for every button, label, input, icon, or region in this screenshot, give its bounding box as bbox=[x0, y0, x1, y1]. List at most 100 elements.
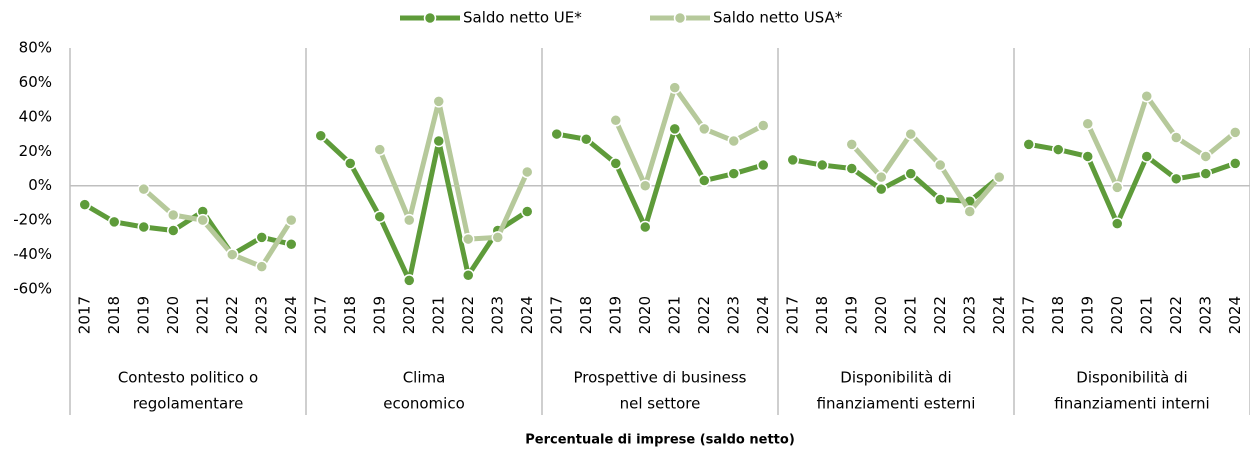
x-tick-label: 2022 bbox=[1167, 296, 1185, 334]
marker bbox=[1229, 126, 1242, 139]
marker bbox=[1199, 150, 1212, 163]
marker bbox=[580, 132, 593, 146]
x-tick-label: 2022 bbox=[931, 296, 949, 334]
x-tick-label: 2021 bbox=[193, 296, 211, 334]
marker bbox=[314, 129, 327, 143]
y-tick-label: -40% bbox=[13, 245, 52, 263]
marker bbox=[845, 138, 858, 151]
y-tick-label: -20% bbox=[13, 211, 52, 229]
marker bbox=[1229, 157, 1242, 170]
x-tick-label: 2018 bbox=[105, 296, 123, 334]
x-tick-label: 2020 bbox=[400, 296, 418, 334]
marker bbox=[904, 167, 917, 180]
marker bbox=[609, 114, 622, 127]
x-tick-label: 2024 bbox=[282, 296, 300, 334]
group-label: Disponibilità di bbox=[840, 369, 951, 387]
marker bbox=[816, 158, 829, 172]
marker bbox=[373, 143, 386, 156]
marker bbox=[521, 165, 534, 179]
marker bbox=[757, 119, 770, 132]
marker bbox=[963, 205, 976, 218]
marker bbox=[285, 237, 298, 251]
x-tick-label: 2019 bbox=[370, 296, 388, 334]
marker bbox=[934, 193, 947, 206]
group-label: Prospettive di business bbox=[574, 369, 747, 387]
x-tick-label: 2024 bbox=[518, 296, 536, 334]
marker bbox=[698, 122, 711, 136]
series-line bbox=[1085, 93, 1237, 190]
marker bbox=[1081, 117, 1094, 130]
marker bbox=[993, 170, 1006, 184]
group-label: Contesto politico o bbox=[118, 369, 258, 387]
marker bbox=[904, 127, 917, 141]
marker bbox=[1199, 167, 1212, 180]
marker bbox=[639, 179, 652, 192]
marker bbox=[373, 210, 386, 223]
marker bbox=[344, 157, 357, 170]
marker bbox=[1111, 217, 1124, 230]
marker bbox=[875, 170, 888, 184]
marker bbox=[550, 127, 563, 141]
marker bbox=[462, 268, 475, 282]
x-tick-label: 2020 bbox=[872, 296, 890, 334]
y-tick-label: 60% bbox=[19, 73, 52, 91]
marker bbox=[255, 231, 268, 244]
marker bbox=[78, 198, 91, 211]
marker bbox=[255, 260, 268, 273]
marker bbox=[137, 182, 150, 196]
group-label: nel settore bbox=[620, 395, 701, 413]
marker bbox=[1052, 143, 1065, 156]
marker bbox=[727, 167, 740, 180]
x-tick-label: 2023 bbox=[252, 296, 270, 334]
marker bbox=[403, 213, 416, 227]
x-tick-label: 2017 bbox=[1019, 296, 1037, 334]
x-tick-label: 2019 bbox=[134, 296, 152, 334]
x-tick-label: 2020 bbox=[636, 296, 654, 334]
legend-marker bbox=[673, 11, 687, 25]
legend-marker bbox=[423, 11, 437, 25]
x-tick-label: 2018 bbox=[341, 296, 359, 334]
marker bbox=[285, 213, 298, 227]
marker bbox=[432, 134, 445, 148]
x-tick-label: 2021 bbox=[1137, 296, 1155, 334]
x-tick-label: 2024 bbox=[1226, 296, 1244, 334]
x-tick-label: 2017 bbox=[783, 296, 801, 334]
series-line bbox=[142, 187, 294, 270]
x-tick-label: 2021 bbox=[429, 296, 447, 334]
series-line bbox=[83, 202, 292, 258]
x-tick-label: 2017 bbox=[547, 296, 565, 334]
y-tick-label: 0% bbox=[28, 176, 52, 194]
y-tick-label: 20% bbox=[19, 142, 52, 160]
x-tick-label: 2023 bbox=[488, 296, 506, 334]
marker bbox=[521, 205, 534, 218]
series-line bbox=[849, 131, 1002, 215]
marker bbox=[1170, 172, 1183, 186]
group-label: economico bbox=[383, 395, 465, 413]
marker bbox=[137, 220, 150, 234]
y-tick-label: 80% bbox=[19, 39, 52, 57]
x-tick-label: 2023 bbox=[724, 296, 742, 334]
x-axis-title: Percentuale di imprese (saldo netto) bbox=[525, 433, 795, 448]
marker bbox=[639, 220, 652, 234]
x-tick-label: 2023 bbox=[960, 296, 978, 334]
x-tick-label: 2024 bbox=[990, 296, 1008, 334]
x-tick-label: 2020 bbox=[164, 296, 182, 334]
x-tick-label: 2018 bbox=[577, 296, 595, 334]
x-tick-label: 2019 bbox=[606, 296, 624, 334]
marker bbox=[698, 174, 711, 187]
marker bbox=[462, 232, 475, 246]
x-tick-label: 2018 bbox=[1049, 296, 1067, 334]
x-tick-label: 2021 bbox=[665, 296, 683, 334]
marker bbox=[491, 231, 504, 244]
x-tick-label: 2023 bbox=[1196, 296, 1214, 334]
marker bbox=[167, 208, 180, 222]
x-tick-label: 2022 bbox=[695, 296, 713, 334]
marker bbox=[167, 224, 180, 237]
marker bbox=[1140, 89, 1153, 103]
marker bbox=[786, 153, 799, 167]
marker bbox=[1081, 150, 1094, 163]
marker bbox=[1022, 138, 1035, 151]
marker bbox=[845, 162, 858, 175]
marker bbox=[875, 182, 888, 196]
